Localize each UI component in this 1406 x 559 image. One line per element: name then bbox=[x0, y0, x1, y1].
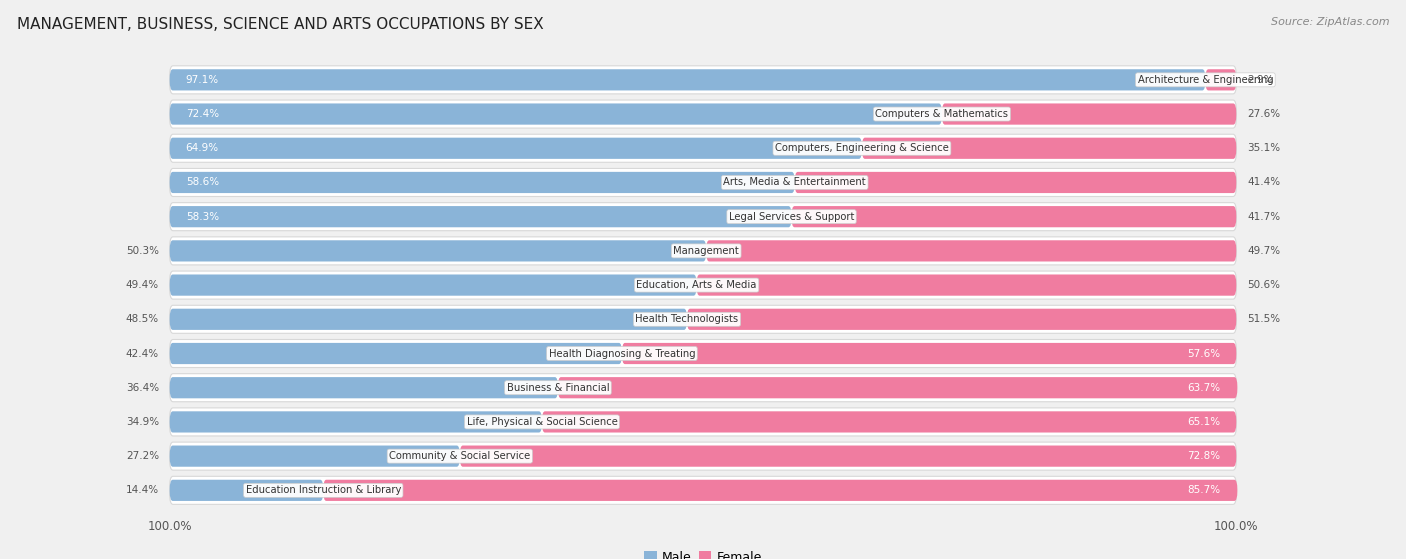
Text: 14.4%: 14.4% bbox=[127, 485, 159, 495]
FancyBboxPatch shape bbox=[170, 480, 323, 501]
Text: Management: Management bbox=[673, 246, 740, 256]
FancyBboxPatch shape bbox=[621, 343, 1236, 364]
FancyBboxPatch shape bbox=[170, 309, 688, 330]
FancyBboxPatch shape bbox=[706, 240, 1236, 262]
Text: 27.2%: 27.2% bbox=[127, 451, 159, 461]
Text: 65.1%: 65.1% bbox=[1187, 417, 1220, 427]
FancyBboxPatch shape bbox=[794, 172, 1236, 193]
FancyBboxPatch shape bbox=[558, 377, 1237, 399]
Text: Community & Social Service: Community & Social Service bbox=[389, 451, 530, 461]
FancyBboxPatch shape bbox=[170, 168, 1236, 197]
FancyBboxPatch shape bbox=[541, 411, 1236, 433]
Text: 41.4%: 41.4% bbox=[1247, 177, 1279, 187]
FancyBboxPatch shape bbox=[1205, 69, 1236, 91]
Legend: Male, Female: Male, Female bbox=[641, 547, 765, 559]
Text: 49.4%: 49.4% bbox=[127, 280, 159, 290]
Text: Health Diagnosing & Treating: Health Diagnosing & Treating bbox=[548, 348, 695, 358]
Text: Life, Physical & Social Science: Life, Physical & Social Science bbox=[467, 417, 617, 427]
Text: 51.5%: 51.5% bbox=[1247, 314, 1279, 324]
FancyBboxPatch shape bbox=[460, 446, 1236, 467]
FancyBboxPatch shape bbox=[170, 138, 862, 159]
FancyBboxPatch shape bbox=[170, 339, 1236, 367]
Text: 58.6%: 58.6% bbox=[186, 177, 219, 187]
Text: 50.3%: 50.3% bbox=[127, 246, 159, 256]
FancyBboxPatch shape bbox=[696, 274, 1236, 296]
FancyBboxPatch shape bbox=[170, 442, 1236, 470]
Text: Arts, Media & Entertainment: Arts, Media & Entertainment bbox=[724, 177, 866, 187]
Text: 41.7%: 41.7% bbox=[1247, 212, 1279, 222]
Text: 27.6%: 27.6% bbox=[1247, 109, 1279, 119]
Text: 64.9%: 64.9% bbox=[186, 143, 219, 153]
Text: 63.7%: 63.7% bbox=[1187, 383, 1220, 393]
FancyBboxPatch shape bbox=[170, 237, 1236, 265]
FancyBboxPatch shape bbox=[170, 271, 1236, 299]
Text: 49.7%: 49.7% bbox=[1247, 246, 1279, 256]
Text: 57.6%: 57.6% bbox=[1187, 348, 1220, 358]
Text: Computers & Mathematics: Computers & Mathematics bbox=[876, 109, 1008, 119]
FancyBboxPatch shape bbox=[170, 411, 541, 433]
FancyBboxPatch shape bbox=[170, 203, 1236, 231]
Text: 2.9%: 2.9% bbox=[1247, 75, 1274, 85]
Text: 34.9%: 34.9% bbox=[127, 417, 159, 427]
Text: 85.7%: 85.7% bbox=[1187, 485, 1220, 495]
Text: 48.5%: 48.5% bbox=[127, 314, 159, 324]
Text: Education Instruction & Library: Education Instruction & Library bbox=[246, 485, 401, 495]
FancyBboxPatch shape bbox=[170, 343, 621, 364]
Text: 35.1%: 35.1% bbox=[1247, 143, 1279, 153]
FancyBboxPatch shape bbox=[688, 309, 1236, 330]
FancyBboxPatch shape bbox=[170, 446, 460, 467]
Text: 50.6%: 50.6% bbox=[1247, 280, 1279, 290]
FancyBboxPatch shape bbox=[170, 408, 1236, 436]
Text: 42.4%: 42.4% bbox=[127, 348, 159, 358]
FancyBboxPatch shape bbox=[170, 66, 1236, 94]
FancyBboxPatch shape bbox=[170, 134, 1236, 162]
FancyBboxPatch shape bbox=[170, 274, 696, 296]
FancyBboxPatch shape bbox=[862, 138, 1236, 159]
Text: MANAGEMENT, BUSINESS, SCIENCE AND ARTS OCCUPATIONS BY SEX: MANAGEMENT, BUSINESS, SCIENCE AND ARTS O… bbox=[17, 17, 544, 32]
Text: Architecture & Engineering: Architecture & Engineering bbox=[1137, 75, 1274, 85]
FancyBboxPatch shape bbox=[170, 206, 792, 228]
FancyBboxPatch shape bbox=[323, 480, 1237, 501]
FancyBboxPatch shape bbox=[170, 69, 1205, 91]
Text: Health Technologists: Health Technologists bbox=[636, 314, 738, 324]
Text: Education, Arts & Media: Education, Arts & Media bbox=[637, 280, 756, 290]
FancyBboxPatch shape bbox=[170, 305, 1236, 333]
FancyBboxPatch shape bbox=[170, 377, 558, 399]
Text: Legal Services & Support: Legal Services & Support bbox=[728, 212, 855, 222]
Text: Source: ZipAtlas.com: Source: ZipAtlas.com bbox=[1271, 17, 1389, 27]
FancyBboxPatch shape bbox=[170, 240, 706, 262]
FancyBboxPatch shape bbox=[170, 373, 1236, 402]
FancyBboxPatch shape bbox=[942, 103, 1236, 125]
Text: Computers, Engineering & Science: Computers, Engineering & Science bbox=[775, 143, 949, 153]
Text: 97.1%: 97.1% bbox=[186, 75, 219, 85]
Text: 36.4%: 36.4% bbox=[127, 383, 159, 393]
FancyBboxPatch shape bbox=[170, 103, 942, 125]
FancyBboxPatch shape bbox=[170, 476, 1236, 504]
Text: Business & Financial: Business & Financial bbox=[506, 383, 609, 393]
FancyBboxPatch shape bbox=[170, 172, 794, 193]
Text: 72.8%: 72.8% bbox=[1187, 451, 1220, 461]
Text: 72.4%: 72.4% bbox=[186, 109, 219, 119]
FancyBboxPatch shape bbox=[170, 100, 1236, 128]
Text: 58.3%: 58.3% bbox=[186, 212, 219, 222]
FancyBboxPatch shape bbox=[792, 206, 1236, 228]
